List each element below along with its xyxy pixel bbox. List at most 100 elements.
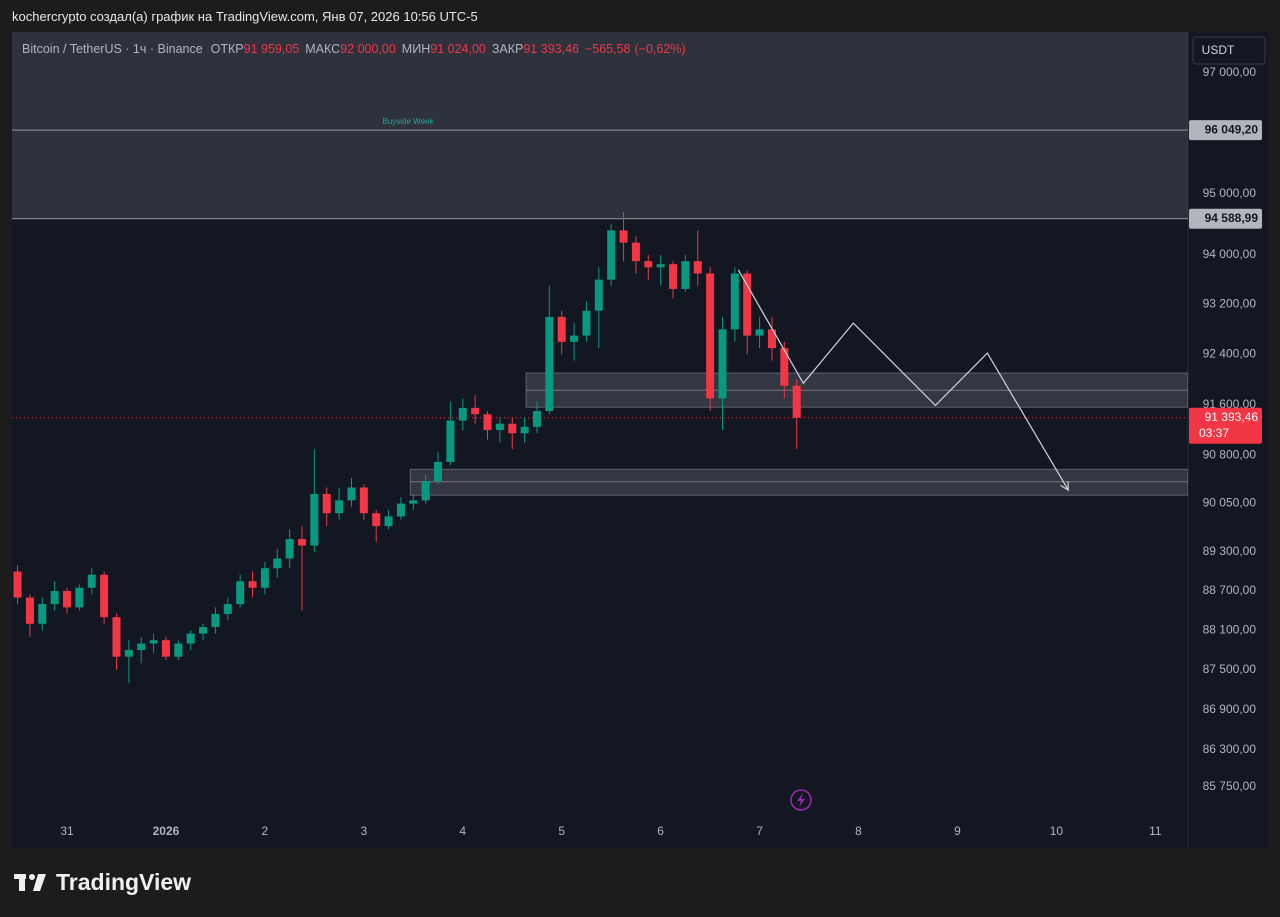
current-timer: 03:37: [1199, 426, 1229, 440]
candle-body: [310, 493, 319, 546]
candle-body: [25, 597, 34, 624]
candle-body: [161, 640, 170, 657]
candle-body: [322, 493, 331, 514]
level-text: Buyside Week: [383, 117, 435, 126]
candle-body: [644, 261, 653, 268]
level-label: 94 588,99: [1205, 211, 1259, 225]
candle-body: [149, 640, 158, 644]
candle-body: [236, 581, 245, 605]
candle-body: [619, 230, 628, 243]
candle-body: [124, 650, 133, 657]
level-label: 96 049,20: [1205, 122, 1259, 136]
legend-v: 92 000,00: [340, 42, 396, 56]
y-tick-label: 93 200,00: [1203, 297, 1257, 311]
candle-body: [260, 568, 269, 588]
candle-body: [174, 643, 183, 657]
legend-text: ОТКР: [210, 42, 244, 56]
candle-body: [570, 335, 579, 342]
y-tick-label: 86 900,00: [1203, 702, 1257, 716]
candle-body: [112, 617, 121, 657]
y-tick-label: 95 000,00: [1203, 186, 1257, 200]
candle-body: [631, 242, 640, 262]
x-tick-label: 2: [262, 824, 269, 838]
supply-zone: [12, 32, 1188, 219]
candle-body: [434, 461, 443, 482]
candle-body: [755, 329, 764, 336]
level-label-bg: [1189, 120, 1262, 141]
candle-body: [483, 414, 492, 431]
logo-part: [33, 874, 46, 891]
x-tick-label: 11: [1149, 824, 1162, 838]
legend-sym: Bitcoin / TetherUS · 1ч · Binance: [22, 42, 203, 56]
y-tick-label: 88 100,00: [1203, 623, 1257, 637]
header: kochercrypto создал(а) график на Trading…: [12, 9, 478, 24]
legend-text: МИН: [401, 42, 431, 56]
candle-body: [335, 500, 344, 514]
x-tick-label: 9: [954, 824, 961, 838]
candle-body: [693, 261, 702, 274]
legend-text: ЗАКР: [491, 42, 524, 56]
candle-body: [396, 503, 405, 517]
x-tick-label: 7: [756, 824, 763, 838]
current-label: 91 393,46: [1205, 410, 1259, 424]
legend-v: −565,58: [584, 42, 631, 56]
x-tick-label: 8: [855, 824, 862, 838]
currency: USDT: [1202, 43, 1235, 57]
candle-body: [780, 348, 789, 386]
x-tick-label: 2026: [153, 824, 180, 838]
candle-body: [594, 279, 603, 311]
y-tick-label: 88 700,00: [1203, 583, 1257, 597]
candle-body: [50, 591, 59, 605]
current-label-bg: [1189, 407, 1262, 444]
logo: [14, 874, 46, 891]
x-tick-label: 5: [558, 824, 565, 838]
candle-body: [681, 261, 690, 289]
legend: Bitcoin / TetherUS · 1ч · Binance ОТКР91 …: [22, 42, 694, 56]
legend-v: 91 393,46: [523, 42, 579, 56]
candle-body: [792, 385, 801, 418]
candle-body: [372, 513, 381, 527]
candle-body: [458, 407, 467, 421]
y-tick-label: 92 400,00: [1203, 347, 1257, 361]
x-tick-label: 31: [60, 824, 74, 838]
candle-body: [347, 487, 356, 501]
candle-body: [75, 587, 84, 608]
y-tick-label: 94 000,00: [1203, 247, 1257, 261]
legend-text: МАКС: [305, 42, 341, 56]
legend-v: (−0,62%): [634, 42, 686, 56]
y-tick-label: 91 600,00: [1203, 397, 1257, 411]
candle-body: [87, 574, 96, 588]
alert-icon[interactable]: [790, 789, 812, 811]
candle-body: [63, 591, 72, 608]
candle-body: [211, 613, 220, 628]
x-tick-label: 10: [1050, 824, 1064, 838]
currency-box[interactable]: [1192, 36, 1266, 65]
chart-bg: [12, 32, 1268, 848]
candle-body: [137, 643, 146, 651]
y-tick-label: 85 750,00: [1203, 779, 1257, 793]
candle-body: [730, 273, 739, 330]
candle-body: [186, 633, 195, 644]
x-tick-label: 4: [459, 824, 466, 838]
candle-body: [471, 407, 480, 415]
candle-body: [409, 500, 418, 504]
candle-body: [13, 571, 22, 598]
x-tick-label: 3: [360, 824, 367, 838]
logo-part: [19, 874, 25, 891]
candle-body: [718, 329, 727, 399]
alert-bolt: [797, 793, 805, 807]
candle-body: [223, 604, 232, 614]
candle-body: [706, 273, 715, 399]
candle-body: [495, 423, 504, 431]
candle-body: [545, 316, 554, 412]
candle-body: [446, 420, 455, 462]
candle-body: [743, 273, 752, 336]
legend-v: 91 959,05: [243, 42, 300, 56]
y-tick-label: 90 050,00: [1203, 496, 1257, 510]
candle-body: [656, 264, 665, 268]
candle-body: [421, 481, 430, 501]
candle-body: [607, 230, 616, 280]
y-tick-label: 89 300,00: [1203, 544, 1257, 558]
y-tick-label: 90 800,00: [1203, 448, 1257, 462]
